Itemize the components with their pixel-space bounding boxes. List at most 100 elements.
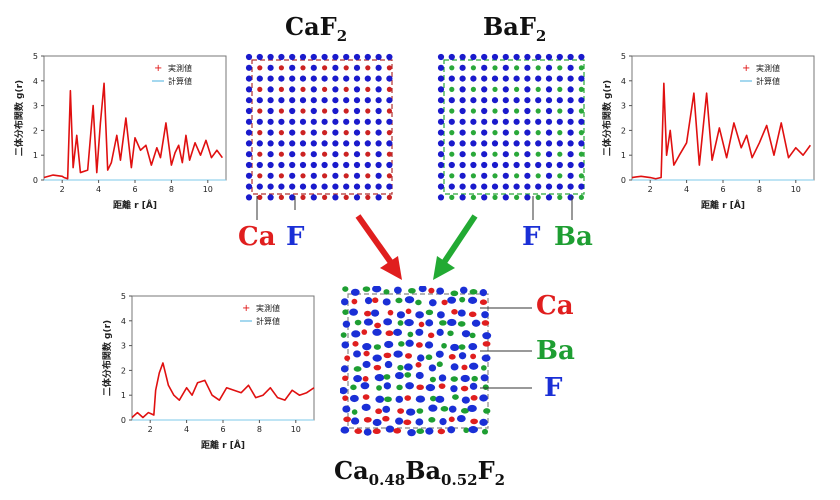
fluoride-atom: [428, 404, 438, 412]
fluoride-atom: [361, 403, 371, 411]
cation-atom: [363, 350, 370, 357]
cation-atom: [557, 151, 563, 157]
fluoride-atom: [245, 86, 253, 93]
fluoride-atom: [267, 53, 274, 61]
fluoride-atom: [545, 194, 553, 201]
fluoride-atom: [278, 161, 285, 169]
cation-atom: [481, 320, 490, 326]
cation-atom: [448, 354, 456, 360]
fluoride-atom: [343, 97, 350, 104]
fluoride-atom: [353, 375, 362, 383]
x-tick-label: 4: [184, 425, 189, 434]
fluoride-atom: [437, 151, 445, 158]
y-tick-label: 1: [33, 151, 38, 160]
y-tick-label: 2: [33, 126, 38, 135]
fluoride-atom: [417, 354, 425, 362]
cation-atom: [343, 86, 349, 92]
cation-atom: [393, 427, 402, 434]
fluoride-atom: [567, 183, 574, 190]
formula-ba-sub: 0.52: [441, 470, 478, 489]
cation-atom: [557, 65, 563, 71]
cation-atom: [300, 130, 306, 136]
fluoride-atom: [364, 183, 371, 190]
fluoride-atom: [372, 328, 382, 336]
cation-atom: [342, 286, 349, 292]
fluoride-atom: [364, 161, 371, 169]
x-tick-label: 6: [132, 185, 137, 194]
cation-atom: [492, 65, 498, 71]
fluoride-atom: [524, 194, 531, 201]
fluoride-atom: [278, 140, 285, 147]
cation-atom: [578, 173, 584, 179]
cation-atom: [395, 297, 403, 304]
fluoride-atom: [396, 311, 405, 319]
cation-atom: [404, 372, 412, 378]
fluoride-atom: [353, 172, 361, 179]
mixed-label-ba: Ba: [536, 336, 575, 366]
cation-atom: [397, 364, 404, 371]
fluoride-atom: [332, 151, 339, 158]
fluoride-atom: [437, 183, 445, 190]
cation-atom: [452, 394, 459, 400]
fluoride-atom: [364, 53, 371, 61]
fluoride-atom: [513, 53, 520, 61]
fluoride-atom: [299, 140, 307, 147]
fluoride-atom: [375, 53, 382, 61]
x-axis-label: 距離 r [Å]: [113, 199, 157, 211]
fluoride-atom: [340, 387, 348, 395]
fluoride-atom: [267, 183, 274, 190]
cation-atom: [278, 194, 284, 200]
fluoride-atom: [459, 107, 466, 115]
measured-curve: [631, 82, 812, 180]
cation-atom: [365, 65, 371, 71]
cation-atom: [437, 428, 446, 435]
fluoride-atom: [372, 418, 382, 427]
cation-atom: [365, 130, 371, 136]
cation-atom: [479, 299, 488, 305]
fluoride-atom: [386, 183, 393, 190]
fluoride-atom: [481, 97, 488, 104]
legend-measured-marker: +: [242, 303, 250, 314]
caf2-lattice: [245, 53, 393, 201]
fluoride-atom: [340, 365, 349, 373]
fluoride-atom: [245, 107, 253, 115]
cation-atom: [578, 108, 584, 114]
fluoride-atom: [459, 151, 466, 158]
fluoride-atom: [460, 286, 468, 294]
fluoride-atom: [404, 296, 415, 304]
fluoride-atom: [456, 414, 466, 423]
fluoride-atom: [353, 151, 361, 158]
fluoride-atom: [245, 172, 253, 179]
fluoride-atom: [299, 53, 307, 61]
fluoride-atom: [447, 318, 457, 327]
cation-atom: [535, 194, 541, 200]
fluoride-atom: [468, 362, 479, 370]
fluoride-atom: [267, 64, 274, 71]
fluoride-atom: [256, 97, 263, 104]
fluoride-atom: [310, 140, 317, 147]
fluoride-atom: [375, 64, 382, 71]
fluoride-atom: [524, 107, 531, 115]
fluoride-atom: [460, 374, 470, 383]
fluoride-atom: [491, 183, 499, 190]
cation-atom: [448, 416, 455, 423]
fluoride-atom: [470, 140, 477, 147]
cation-atom: [365, 108, 371, 114]
fluoride-atom: [245, 129, 253, 136]
cation-atom: [535, 151, 541, 157]
y-tick-label: 5: [121, 292, 126, 301]
cation-atom: [404, 395, 412, 401]
cation-atom: [492, 173, 498, 179]
fluoride-atom: [353, 75, 361, 82]
fluoride-atom: [481, 140, 488, 147]
mixed-pointer-lines: [480, 307, 532, 389]
fluoride-atom: [567, 172, 574, 179]
fluoride-atom: [524, 86, 531, 93]
fluoride-atom: [404, 319, 414, 327]
fluoride-atom: [502, 151, 509, 158]
cation-atom: [483, 408, 491, 414]
fluoride-atom: [394, 286, 402, 294]
y-tick-label: 3: [121, 342, 126, 351]
fluoride-atom: [321, 118, 328, 125]
fluoride-atom: [375, 97, 382, 104]
